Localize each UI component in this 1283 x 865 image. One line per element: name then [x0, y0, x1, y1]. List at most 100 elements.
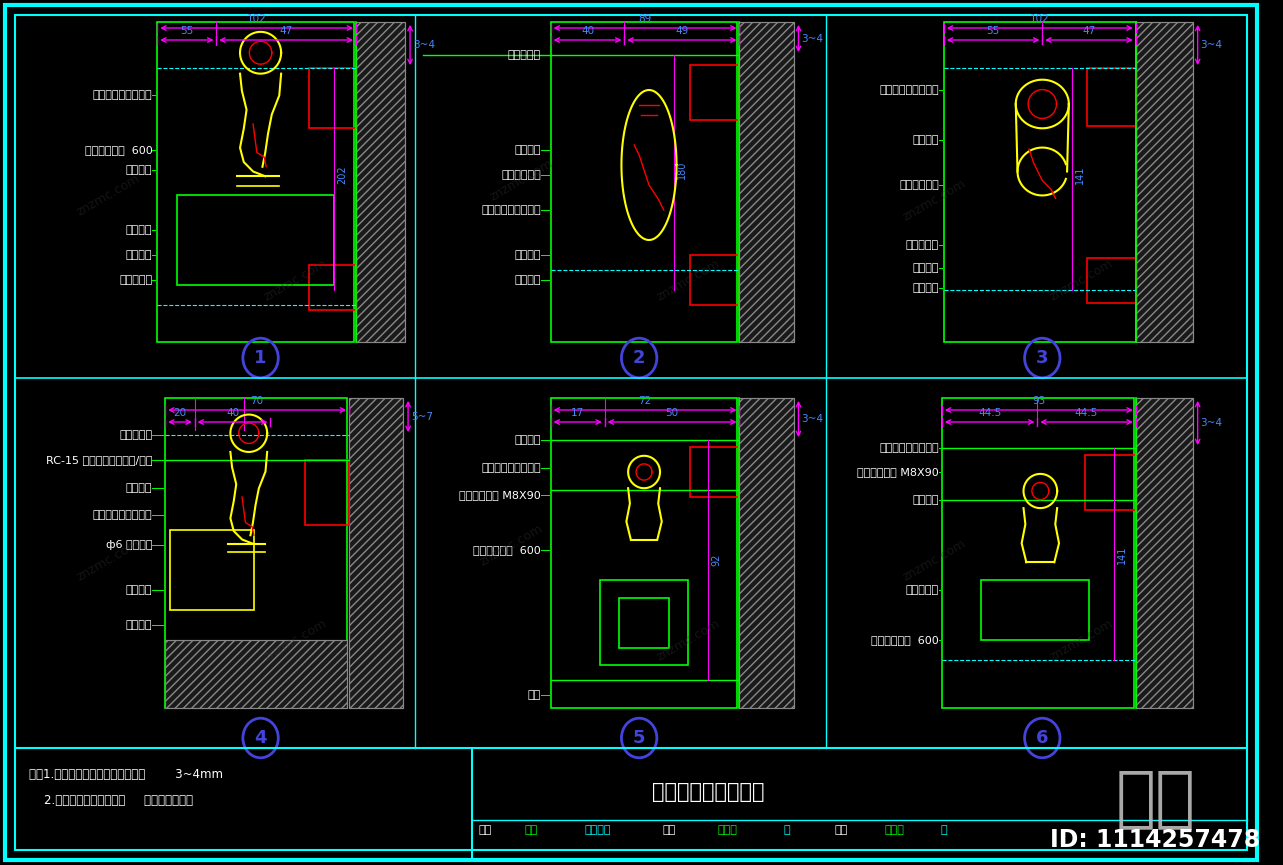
Bar: [981, 580, 1089, 640]
Text: znzmc.com: znzmc.com: [262, 257, 328, 304]
Bar: [1087, 258, 1135, 303]
Text: 金属膨胀螺栓 M8X90: 金属膨胀螺栓 M8X90: [459, 490, 541, 500]
Text: 4: 4: [254, 729, 267, 747]
Text: 铝型材支架（成品）: 铝型材支架（成品）: [481, 463, 541, 473]
Bar: [620, 598, 668, 648]
Text: znzmc.com: znzmc.com: [901, 536, 967, 583]
Bar: [171, 530, 254, 610]
Text: 纸面石膏板: 纸面石膏板: [906, 240, 939, 250]
Text: 2: 2: [633, 349, 645, 367]
Bar: [309, 265, 355, 310]
Text: 伞型螺柱: 伞型螺柱: [912, 263, 939, 273]
Bar: [942, 398, 1134, 708]
Text: 17: 17: [571, 408, 584, 418]
Bar: [355, 22, 405, 342]
Text: 180: 180: [676, 161, 686, 179]
Text: 顾且林: 顾且林: [885, 825, 905, 835]
Text: 50: 50: [666, 408, 679, 418]
Bar: [1135, 398, 1193, 708]
Text: 102: 102: [1030, 14, 1049, 24]
Text: 金属支座中距  600: 金属支座中距 600: [85, 145, 153, 155]
Text: 55: 55: [987, 26, 999, 36]
Text: 墙面托架: 墙面托架: [126, 585, 153, 595]
Text: 3~4: 3~4: [413, 40, 435, 50]
Bar: [166, 640, 348, 708]
Text: 49: 49: [675, 26, 689, 36]
Text: 加强龙骨: 加强龙骨: [126, 250, 153, 260]
Text: 硬塑料垫块: 硬塑料垫块: [906, 585, 939, 595]
Text: 加强龙骨: 加强龙骨: [514, 275, 541, 285]
Text: ID: 1114257478: ID: 1114257478: [1051, 828, 1260, 852]
Text: 朱爱居: 朱爱居: [717, 825, 738, 835]
Text: 纸面石膏板: 纸面石膏板: [119, 275, 153, 285]
Text: 描: 描: [940, 825, 947, 835]
Text: 线脚: 线脚: [527, 690, 541, 700]
Text: 注：1.凡各种扶手有转角时均距墙面        3~4mm: 注：1.凡各种扶手有转角时均距墙面 3~4mm: [30, 768, 223, 781]
Text: 加强龙骨: 加强龙骨: [912, 283, 939, 293]
Bar: [166, 640, 348, 708]
Text: 金属膨胀螺栓 M8X90: 金属膨胀螺栓 M8X90: [857, 467, 939, 477]
Bar: [739, 22, 793, 342]
Text: 3~4: 3~4: [1201, 40, 1223, 50]
Bar: [550, 398, 738, 708]
Text: znzmc.com: znzmc.com: [74, 536, 142, 583]
Text: 扶手面板: 扶手面板: [912, 495, 939, 505]
Text: znzmc.com: znzmc.com: [1048, 617, 1115, 663]
Bar: [550, 22, 738, 342]
Text: znzmc.com: znzmc.com: [74, 171, 142, 218]
Text: 扶手面板: 扶手面板: [514, 145, 541, 155]
Bar: [1087, 68, 1135, 126]
Text: 44.5: 44.5: [1075, 408, 1098, 418]
Text: 加强龙骨: 加强龙骨: [126, 620, 153, 630]
Text: 铝型材支架（成品）: 铝型材支架（成品）: [879, 443, 939, 453]
Text: 55: 55: [180, 26, 194, 36]
Text: 40: 40: [226, 408, 239, 418]
Text: 护墙扶手做法（三）: 护墙扶手做法（三）: [652, 782, 765, 802]
Text: ф6 地脚螺柱: ф6 地脚螺柱: [106, 540, 153, 550]
Bar: [944, 22, 1135, 342]
Text: 金属支座中距: 金属支座中距: [502, 170, 541, 180]
Text: 44.5: 44.5: [978, 408, 1001, 418]
Text: 72: 72: [639, 396, 652, 406]
Text: 70: 70: [250, 396, 264, 406]
Text: 3: 3: [1037, 349, 1048, 367]
Text: 6: 6: [1037, 729, 1048, 747]
Bar: [349, 398, 403, 708]
Text: 铝型材支架（成品）: 铝型材支架（成品）: [481, 205, 541, 215]
Bar: [690, 255, 739, 305]
Text: znzmc.com: znzmc.com: [262, 617, 328, 663]
Text: 47: 47: [1083, 26, 1096, 36]
Text: 伞型螺柱: 伞型螺柱: [514, 250, 541, 260]
Bar: [349, 398, 403, 708]
Bar: [1135, 398, 1193, 708]
Text: 102: 102: [246, 14, 267, 24]
Bar: [739, 398, 793, 708]
Text: 扶手面板: 扶手面板: [126, 483, 153, 493]
Text: 审核: 审核: [479, 825, 491, 835]
Text: 金属支座中距  600: 金属支座中距 600: [871, 635, 939, 645]
Text: 93: 93: [1033, 396, 1046, 406]
Text: 5: 5: [633, 729, 645, 747]
Text: 纸面石膏板: 纸面石膏板: [119, 430, 153, 440]
Text: 描: 描: [784, 825, 790, 835]
Bar: [600, 580, 688, 665]
Text: 反复大个: 反复大个: [585, 825, 611, 835]
Bar: [1135, 22, 1193, 342]
Bar: [690, 447, 739, 497]
Text: 铝型材支架（成品）: 铝型材支架（成品）: [92, 510, 153, 520]
Bar: [1084, 455, 1135, 510]
Text: 3~4: 3~4: [802, 34, 824, 43]
Text: 金属支座中距  600: 金属支座中距 600: [473, 545, 541, 555]
Text: znzmc.com: znzmc.com: [654, 257, 722, 304]
Text: 扶手面板: 扶手面板: [126, 165, 153, 175]
Text: znzmc.com: znzmc.com: [1048, 257, 1115, 304]
Text: znzmc.com: znzmc.com: [477, 522, 545, 568]
Text: 202: 202: [337, 166, 348, 184]
Bar: [158, 22, 354, 342]
Bar: [166, 398, 348, 708]
Text: 89: 89: [639, 14, 652, 24]
Text: RC-15 模制墙角转延剖面/角部: RC-15 模制墙角转延剖面/角部: [46, 455, 153, 465]
Text: 铝型材支架（成品）: 铝型材支架（成品）: [879, 85, 939, 95]
Bar: [1135, 22, 1193, 342]
Text: 20: 20: [173, 408, 186, 418]
